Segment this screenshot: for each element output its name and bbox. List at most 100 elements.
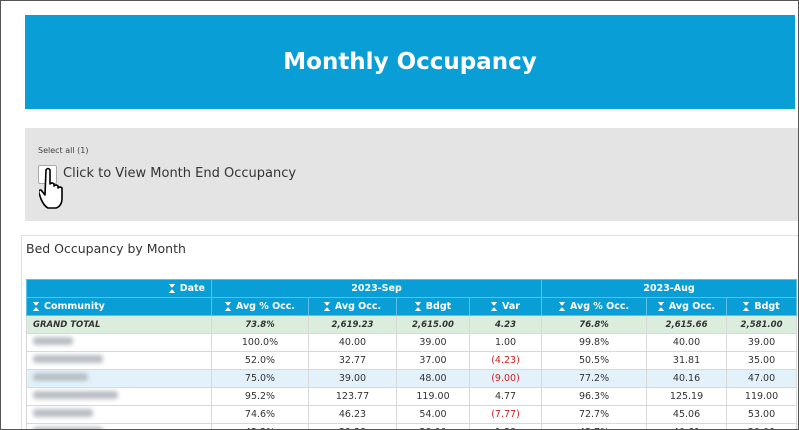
column-label: Var <box>502 301 520 312</box>
community-cell <box>26 387 212 406</box>
value-cell: 52.0% <box>211 351 309 370</box>
cursor <box>39 167 63 209</box>
blurred-name <box>33 355 103 363</box>
value-cell: (7.77) <box>468 405 543 424</box>
value-cell: 39.00 <box>726 423 798 429</box>
blurred-name <box>33 409 93 417</box>
value-cell: 95.2% <box>211 387 309 406</box>
value-cell: 37.00 <box>396 351 470 370</box>
total-label: GRAND TOTAL <box>26 315 212 334</box>
value-cell: 47.00 <box>726 369 798 388</box>
column-header[interactable]: Bdgt <box>396 297 470 316</box>
total-cell: 4.23 <box>468 315 543 334</box>
group-header: 2023-Aug <box>541 279 798 298</box>
value-cell: 48.00 <box>396 369 470 388</box>
value-cell: 1.00 <box>468 333 543 352</box>
value-cell: 50.5% <box>541 351 648 370</box>
data-row: 100.0% 40.00 39.00 1.00 99.8% 40.00 39.00 <box>26 333 798 352</box>
community-cell <box>26 333 212 352</box>
total-cell: 2,615.00 <box>396 315 470 334</box>
column-header[interactable]: Avg % Occ. <box>541 297 648 316</box>
date-label: Date <box>179 283 205 294</box>
data-row: 95.2% 123.77 119.00 4.77 96.3% 125.19 119.00 <box>26 387 798 406</box>
community-header[interactable]: Community <box>26 297 212 316</box>
value-cell: 4.77 <box>468 387 543 406</box>
value-cell: 53.00 <box>726 405 798 424</box>
total-cell: 73.8% <box>211 315 309 334</box>
value-cell: 77.2% <box>541 369 648 388</box>
value-cell: 96.3% <box>541 387 648 406</box>
value-cell: 119.00 <box>726 387 798 406</box>
data-row: 42.3%39.3838.001.3843.7%40.6139.00 <box>26 423 798 429</box>
data-row: 52.0% 32.77 37.00 (4.23) 50.5% 31.81 35.00 <box>26 351 798 370</box>
column-header[interactable]: Avg Occ. <box>308 297 397 316</box>
value-cell: 119.00 <box>396 387 470 406</box>
data-row: 75.0% 39.00 48.00 (9.00) 77.2% 40.16 47.00 <box>26 369 798 388</box>
header-row: Date 2023-Sep 2023-Aug <box>26 279 798 298</box>
filter-panel: Select all (1) Click to View Month End O… <box>25 128 798 221</box>
sort-icon[interactable] <box>743 302 750 311</box>
value-cell: 32.77 <box>308 351 397 370</box>
column-header[interactable]: Avg % Occ. <box>211 297 309 316</box>
total-cell: 2,581.00 <box>726 315 798 334</box>
group-header: 2023-Sep <box>210 279 543 298</box>
column-header[interactable]: Bdgt <box>726 297 798 316</box>
table-title: Bed Occupancy by Month <box>26 241 186 256</box>
column-header[interactable]: Var <box>468 297 543 316</box>
sort-icon[interactable] <box>323 302 330 311</box>
value-cell: (4.23) <box>468 351 543 370</box>
value-cell: 40.00 <box>308 333 397 352</box>
community-cell <box>26 423 212 429</box>
value-cell: 40.00 <box>646 333 728 352</box>
column-label: Avg % Occ. <box>569 301 630 312</box>
value-cell: 42.3% <box>211 423 309 429</box>
value-cell: 125.19 <box>646 387 728 406</box>
blurred-name <box>33 337 73 345</box>
community-cell <box>26 351 212 370</box>
sort-icon[interactable] <box>33 302 39 311</box>
table-panel: Bed Occupancy by Month Date 2023-Sep 2023-… <box>21 235 798 429</box>
data-row: 74.6% 46.23 54.00 (7.77) 72.7% 45.06 53.00 <box>26 405 798 424</box>
checkbox-label[interactable]: Click to View Month End Occupancy <box>63 166 297 181</box>
value-cell: (9.00) <box>468 369 543 388</box>
community-label: Community <box>44 301 105 312</box>
value-cell: 72.7% <box>541 405 648 424</box>
value-cell: 38.00 <box>396 423 470 429</box>
sort-icon[interactable] <box>168 284 175 293</box>
blurred-name <box>33 391 118 399</box>
column-label: Bdgt <box>425 301 452 312</box>
sort-icon[interactable] <box>491 302 498 311</box>
date-header[interactable]: Date <box>26 279 212 298</box>
sort-icon[interactable] <box>657 302 664 311</box>
value-cell: 54.00 <box>396 405 470 424</box>
community-cell <box>26 369 212 388</box>
banner-title: Monthly Occupancy <box>25 15 795 109</box>
column-header[interactable]: Avg Occ. <box>646 297 728 316</box>
value-cell: 39.38 <box>308 423 397 429</box>
column-label: Bdgt <box>754 301 780 312</box>
blurred-name <box>33 427 103 429</box>
value-cell: 35.00 <box>726 351 798 370</box>
value-cell: 100.0% <box>211 333 309 352</box>
community-cell <box>26 405 212 424</box>
value-cell: 39.00 <box>726 333 798 352</box>
total-cell: 2,615.66 <box>646 315 728 334</box>
value-cell: 46.23 <box>308 405 397 424</box>
occupancy-table: Date 2023-Sep 2023-Aug Community Avg % Occ. A… <box>26 279 798 429</box>
value-cell: 123.77 <box>308 387 397 406</box>
column-label: Avg Occ. <box>334 301 382 312</box>
sort-icon[interactable] <box>558 302 565 311</box>
value-cell: 40.61 <box>646 423 728 429</box>
value-cell: 74.6% <box>211 405 309 424</box>
blurred-name <box>33 373 88 381</box>
value-cell: 99.8% <box>541 333 648 352</box>
sort-icon[interactable] <box>414 302 421 311</box>
value-cell: 75.0% <box>211 369 309 388</box>
column-label: Avg % Occ. <box>235 301 296 312</box>
select-all[interactable]: Select all (1) <box>38 146 89 155</box>
total-cell: 76.8% <box>541 315 648 334</box>
sort-icon[interactable] <box>224 302 231 311</box>
value-cell: 39.00 <box>396 333 470 352</box>
value-cell: 39.00 <box>308 369 397 388</box>
